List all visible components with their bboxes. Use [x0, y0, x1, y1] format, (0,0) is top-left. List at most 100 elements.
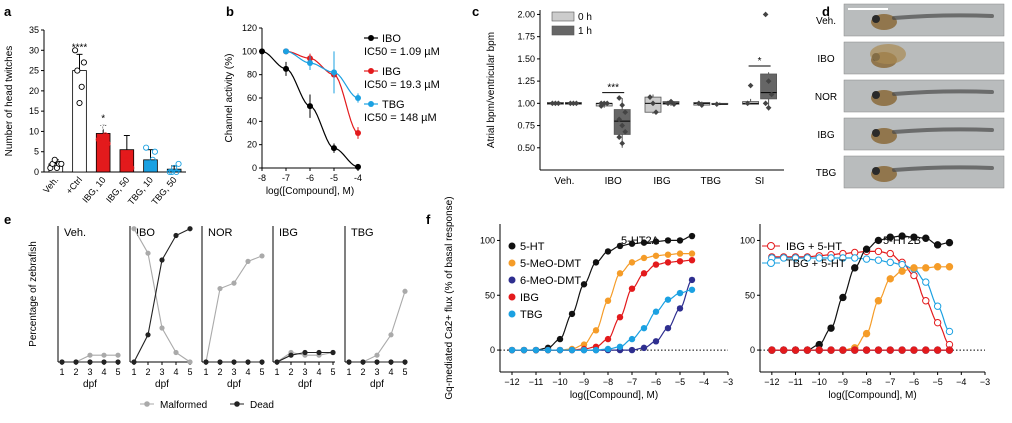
data-point — [647, 94, 653, 100]
y-tick-label: 60 — [247, 93, 257, 103]
zebrafish-image-frame — [843, 41, 1005, 75]
x-tick-label: 3 — [231, 367, 236, 377]
legend-marker — [144, 401, 150, 407]
data-point-malformed — [259, 253, 265, 259]
data-point — [747, 82, 754, 89]
data-point — [862, 255, 871, 263]
x-tick-label: +Ctrl — [64, 175, 84, 196]
data-point — [933, 346, 942, 354]
panel-c-box-chart: 0.50 0.75 1.00 1.25 1.50 1.75 2.00 Atrial bpm/v… — [486, 9, 784, 187]
ic50-label: IC50 = 19.3 µM — [364, 79, 440, 91]
box — [760, 73, 777, 100]
data-point — [688, 250, 696, 257]
data-point — [622, 128, 629, 135]
y-tick-label: 30 — [29, 45, 39, 55]
x-tick-label: 5 — [115, 367, 120, 377]
data-point — [874, 256, 883, 264]
data-point — [616, 116, 623, 123]
x-tick-label: −4 — [699, 377, 709, 387]
data-point — [676, 305, 684, 312]
significance-label: *** — [607, 83, 619, 94]
data-point — [676, 289, 684, 297]
data-point-malformed — [159, 325, 165, 331]
x-tick-label: −10 — [552, 377, 567, 387]
data-point — [910, 233, 918, 241]
data-point — [568, 310, 576, 318]
data-point — [100, 120, 107, 127]
data-point-dead — [288, 352, 294, 358]
x-tick-label: 5 — [330, 367, 335, 377]
data-point-malformed — [187, 359, 193, 365]
data-point — [119, 120, 126, 127]
data-point — [619, 122, 626, 129]
x-tick-label: 3 — [87, 367, 92, 377]
data-point-dead — [259, 359, 265, 365]
data-point — [652, 252, 660, 259]
legend-label: IBG — [520, 292, 539, 304]
data-point — [604, 248, 612, 255]
larva-tail — [892, 13, 994, 20]
data-point — [147, 164, 154, 171]
data-point — [552, 100, 559, 107]
data-point — [128, 164, 135, 171]
series-line — [285, 50, 359, 99]
series-line-malformed — [133, 228, 191, 363]
data-point — [922, 278, 930, 286]
data-point — [80, 59, 87, 66]
data-point — [508, 346, 516, 354]
larva-tail — [892, 165, 994, 172]
data-point — [779, 346, 788, 354]
y-axis-label: Atrial bpm/ventricular bpm — [486, 32, 497, 148]
x-tick-label: -5 — [330, 173, 338, 183]
data-point-dead — [231, 359, 237, 365]
data-point — [803, 254, 812, 262]
panel-d-image-strip: Veh. IBO NOR IBG TBG — [815, 3, 1005, 189]
y-tick-label: 20 — [29, 86, 39, 96]
data-point — [933, 302, 942, 310]
data-point-malformed — [145, 250, 151, 256]
x-axis-label: log([Compound], M) — [570, 390, 658, 401]
data-point — [886, 258, 894, 267]
data-point — [307, 103, 313, 110]
data-point — [592, 346, 600, 354]
zebrafish-row-label: Veh. — [816, 16, 836, 27]
x-tick-label: IBG — [653, 176, 670, 187]
data-point — [791, 254, 800, 262]
legend-label: Dead — [250, 400, 274, 411]
y-tick-label: 40 — [247, 116, 257, 126]
data-point — [652, 238, 660, 245]
series-line — [285, 50, 359, 134]
data-point — [671, 101, 677, 108]
data-point — [664, 251, 672, 258]
data-point — [604, 345, 612, 353]
data-point — [851, 254, 859, 262]
legend-label: 1 h — [578, 26, 592, 37]
data-point — [898, 232, 906, 240]
data-point — [51, 156, 58, 163]
x-tick-label: 4 — [245, 367, 250, 377]
data-point — [616, 242, 624, 250]
y-tick-label: 10 — [29, 126, 39, 136]
data-point — [922, 297, 930, 305]
data-point — [573, 100, 580, 107]
larva-tail — [892, 127, 994, 134]
x-tick-label: −8 — [603, 377, 613, 387]
x-tick-label: −12 — [764, 377, 779, 387]
x-tick-label: TBG, 50 — [149, 175, 178, 207]
data-point — [762, 100, 769, 107]
data-point — [815, 346, 823, 354]
data-point-dead — [245, 359, 251, 365]
legend-label: IBG + 5-HT — [786, 241, 842, 253]
data-point-dead — [115, 359, 121, 365]
x-tick-label: IBG, 10 — [80, 175, 107, 205]
data-point — [744, 100, 751, 107]
x-tick-label: 2 — [145, 367, 150, 377]
group-label: TBG — [351, 227, 374, 239]
larva-eye — [872, 15, 880, 23]
y-tick-label: 1.50 — [517, 54, 535, 64]
data-point — [628, 285, 636, 292]
data-point-dead — [59, 359, 65, 365]
legend-label: TBG — [520, 309, 543, 321]
data-point — [555, 100, 562, 107]
